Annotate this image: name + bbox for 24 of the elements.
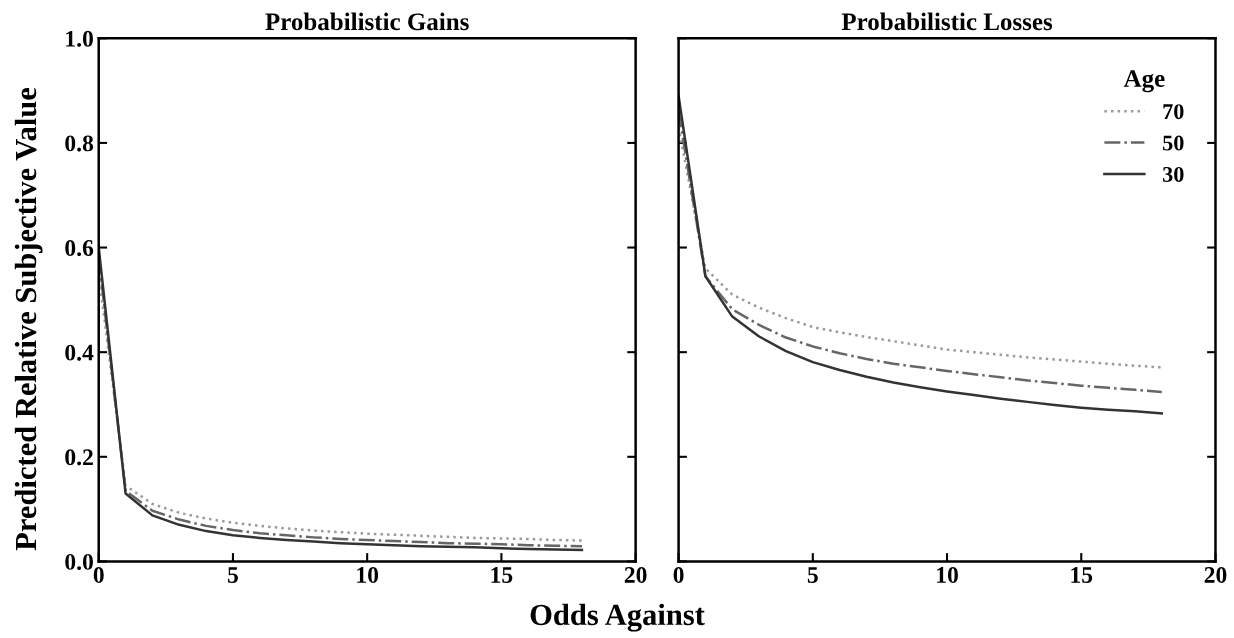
chart-title: Probabilistic Losses — [841, 12, 1053, 31]
x-tick-label: 20 — [624, 566, 647, 583]
legend-label: 70 — [1163, 104, 1184, 120]
y-axis-title: Predicted Relative Subjective Value — [14, 87, 43, 551]
x-tick-label: 10 — [357, 566, 379, 583]
y-tick-label: 1.0 — [66, 30, 93, 47]
x-tick-label: 15 — [1071, 567, 1093, 583]
y-tick-label: 0.4 — [65, 344, 94, 361]
x-tick-label: 0 — [93, 566, 104, 583]
x-tick-label: 5 — [807, 567, 818, 583]
legend-label: 30 — [1162, 166, 1184, 182]
x-tick-label: 10 — [937, 566, 958, 583]
y-tick-label: 0.6 — [65, 240, 94, 257]
y-tick-label: 0.2 — [65, 449, 93, 466]
legend-label: 50 — [1163, 135, 1184, 151]
chart-title: Probabilistic Gains — [265, 12, 469, 31]
y-tick-label: 0.8 — [65, 135, 94, 152]
x-tick-label: 20 — [1204, 566, 1227, 583]
x-tick-label: 15 — [491, 567, 513, 583]
x-tick-label: 0 — [673, 566, 684, 583]
x-axis-title: Odds Against — [530, 603, 705, 632]
x-tick-label: 5 — [227, 567, 238, 583]
legend-title: Age — [1123, 70, 1165, 93]
y-tick-label: 0.0 — [65, 553, 93, 570]
